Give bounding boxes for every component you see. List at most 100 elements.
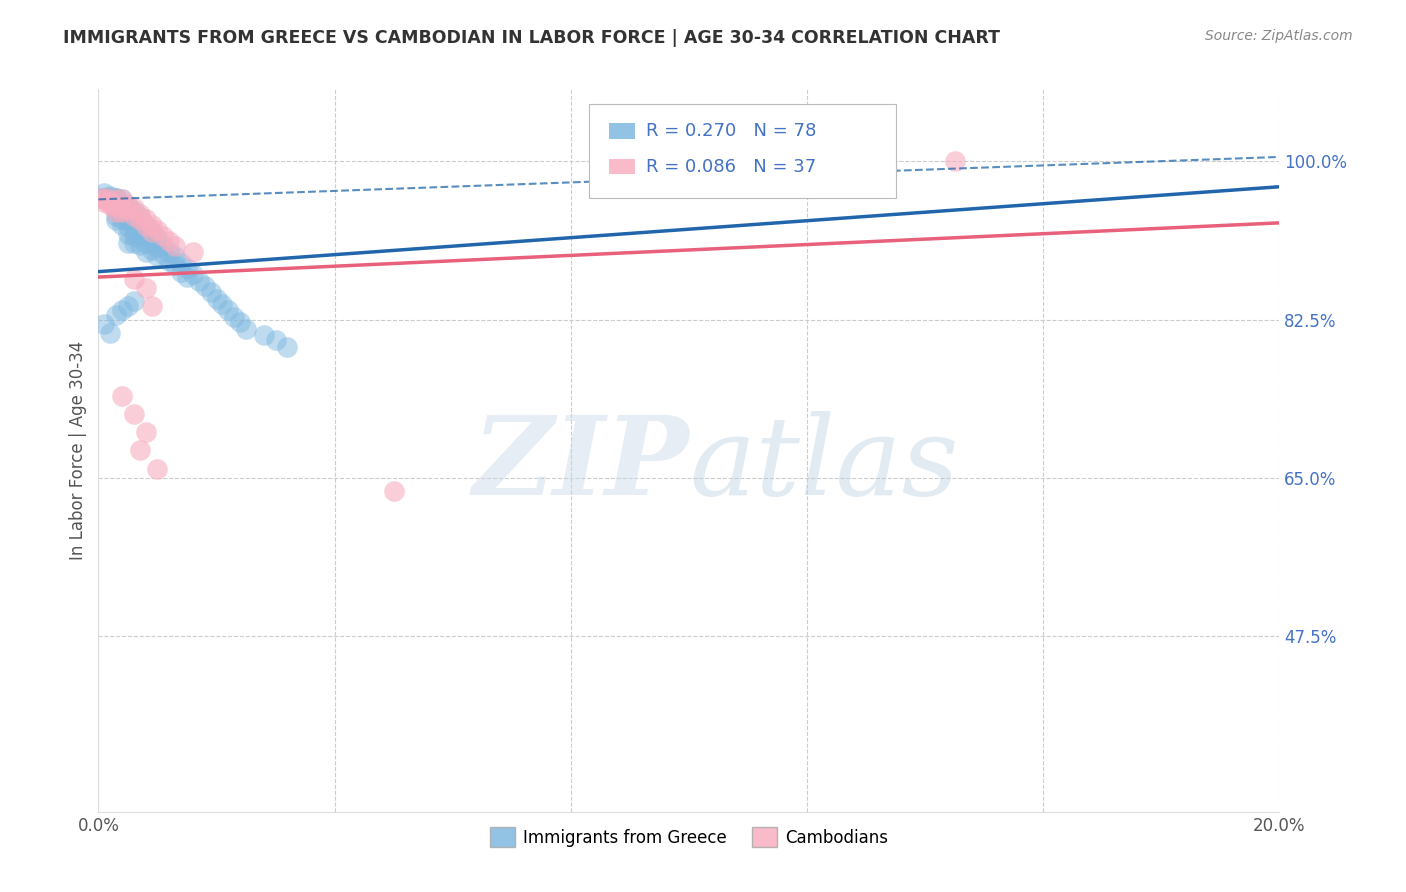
Point	[146, 223, 169, 237]
Point	[105, 213, 128, 227]
Point	[98, 191, 121, 205]
Point	[253, 327, 276, 342]
Point	[98, 194, 121, 209]
Point	[194, 279, 217, 293]
Point	[105, 204, 128, 219]
Point	[157, 253, 180, 268]
Point	[141, 243, 163, 257]
Point	[165, 258, 187, 272]
Point	[103, 194, 125, 208]
Point	[105, 191, 128, 205]
Point	[135, 219, 157, 234]
Point	[165, 249, 187, 263]
Point	[93, 186, 115, 200]
Point	[96, 191, 118, 205]
Point	[122, 272, 145, 286]
Point	[135, 218, 157, 232]
Point	[111, 212, 134, 227]
Point	[187, 274, 209, 288]
Y-axis label: In Labor Force | Age 30-34: In Labor Force | Age 30-34	[69, 341, 87, 560]
Point	[122, 294, 145, 309]
Point	[211, 297, 233, 311]
Point	[93, 195, 115, 210]
Point	[141, 218, 163, 232]
Point	[224, 310, 246, 324]
Point	[93, 191, 115, 205]
Point	[152, 228, 174, 243]
Point	[146, 461, 169, 475]
Point	[90, 191, 112, 205]
FancyBboxPatch shape	[609, 159, 634, 175]
Point	[111, 389, 134, 403]
Point	[111, 218, 134, 232]
Point	[111, 202, 134, 216]
Point	[141, 225, 163, 239]
Point	[157, 234, 180, 248]
Point	[122, 213, 145, 227]
Point	[128, 228, 150, 243]
Point	[229, 315, 252, 329]
Point	[111, 205, 134, 219]
Point	[128, 211, 150, 225]
Point	[152, 246, 174, 260]
Point	[128, 219, 150, 234]
Point	[264, 333, 287, 347]
Point	[135, 235, 157, 250]
Point	[117, 299, 139, 313]
Point	[135, 244, 157, 259]
Point	[117, 219, 139, 234]
Point	[105, 200, 128, 214]
Point	[117, 235, 139, 250]
Point	[170, 265, 193, 279]
Text: ZIP: ZIP	[472, 411, 689, 518]
Point	[105, 209, 128, 223]
Point	[205, 292, 228, 306]
Point	[122, 202, 145, 216]
Point	[122, 221, 145, 235]
Point	[128, 237, 150, 252]
Point	[98, 193, 121, 207]
Point	[98, 198, 121, 212]
Point	[146, 240, 169, 254]
Point	[135, 212, 157, 227]
Point	[93, 193, 115, 207]
Point	[96, 191, 118, 205]
Point	[128, 213, 150, 227]
Text: atlas: atlas	[689, 411, 959, 518]
Point	[943, 154, 966, 169]
Point	[117, 198, 139, 212]
Point	[181, 268, 204, 282]
Point	[146, 249, 169, 263]
Point	[111, 303, 134, 318]
Point	[117, 227, 139, 241]
Point	[117, 207, 139, 221]
Point	[98, 188, 121, 202]
Point	[122, 235, 145, 250]
Point	[181, 244, 204, 259]
Point	[111, 198, 134, 212]
Point	[117, 213, 139, 227]
Point	[117, 203, 139, 218]
Point	[105, 308, 128, 322]
Point	[105, 205, 128, 219]
Text: R = 0.270   N = 78: R = 0.270 N = 78	[647, 122, 817, 140]
Point	[176, 260, 198, 275]
Point	[105, 191, 128, 205]
Point	[105, 193, 128, 207]
Point	[170, 255, 193, 269]
Point	[217, 303, 239, 318]
FancyBboxPatch shape	[609, 123, 634, 139]
Point	[235, 321, 257, 335]
Point	[382, 484, 405, 499]
Point	[105, 200, 128, 214]
Point	[157, 244, 180, 259]
Point	[122, 228, 145, 243]
Point	[122, 204, 145, 219]
Point	[135, 425, 157, 440]
Point	[152, 237, 174, 252]
Point	[111, 193, 134, 207]
Point	[141, 225, 163, 239]
Point	[200, 285, 222, 300]
FancyBboxPatch shape	[589, 103, 896, 198]
Point	[141, 299, 163, 313]
